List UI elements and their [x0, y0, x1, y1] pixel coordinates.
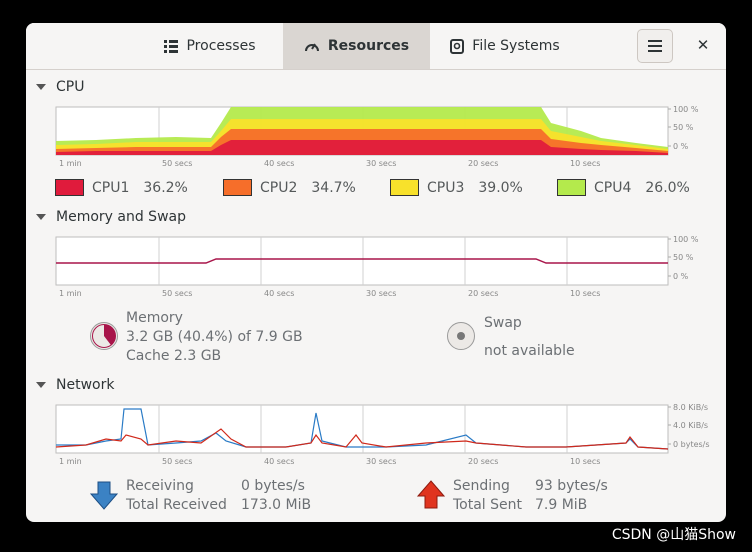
memory-usage-line [56, 258, 668, 264]
time-tick-label: 40 secs [264, 289, 294, 298]
time-tick-label: 1 min [59, 289, 82, 298]
time-tick-label: 10 secs [570, 289, 600, 298]
hamburger-icon [648, 37, 662, 56]
network-section-title: Network [56, 377, 115, 393]
header-bar: Processes Resources File Systems [26, 23, 726, 70]
cpu1-label: CPU1 [92, 179, 130, 196]
cpu-graph: 100 % 50 % 0 % 1 min 50 secs 40 secs 30 secs 2… [55, 105, 699, 168]
percent-tick-label: 100 % [673, 235, 699, 244]
time-tick-label: 20 secs [468, 457, 498, 466]
time-tick-label: 1 min [59, 457, 82, 466]
cpu3-legend[interactable]: CPU3 39.0% [390, 179, 523, 196]
time-tick-label: 30 secs [366, 289, 396, 298]
swap-info: Swap not available [484, 309, 575, 365]
tab-processes-label: Processes [186, 38, 256, 54]
close-icon: ✕ [696, 36, 710, 54]
receiving-value: 0 bytes/s [241, 478, 305, 494]
close-button[interactable]: ✕ [690, 32, 716, 58]
cpu4-label: CPU4 [594, 179, 632, 196]
memory-section-title: Memory and Swap [56, 209, 186, 225]
time-tick-label: 50 secs [162, 289, 192, 298]
memory-title: Memory [126, 310, 183, 326]
time-tick-label: 40 secs [264, 159, 294, 168]
receiving-info: Receiving Total Received [126, 477, 227, 515]
percent-tick-label: 0 % [673, 142, 689, 151]
cpu3-label: CPU3 [427, 179, 465, 196]
memory-pie-icon[interactable] [89, 321, 119, 351]
network-section-header[interactable]: Network [36, 377, 114, 393]
tab-file-systems-label: File Systems [472, 38, 560, 54]
total-received-label: Total Received [126, 497, 227, 513]
menu-button[interactable] [637, 29, 673, 63]
cpu4-value: 26.0% [645, 179, 690, 196]
network-graph: 8.0 KiB/s 4.0 KiB/s 0 bytes/s 1 min 50 secs… [55, 403, 710, 466]
tab-resources[interactable]: Resources [283, 23, 430, 69]
cpu2-legend[interactable]: CPU2 34.7% [223, 179, 356, 196]
swap-status: not available [484, 343, 575, 359]
cpu-section-title: CPU [56, 79, 85, 95]
time-tick-label: 10 secs [570, 159, 600, 168]
memory-graph: 100 % 50 % 0 % 1 min 50 secs 40 secs 30 secs 2… [55, 235, 699, 298]
cpu1-value: 36.2% [143, 179, 188, 196]
collapse-triangle-icon [36, 214, 46, 220]
collapse-triangle-icon [36, 84, 46, 90]
memory-info: Memory 3.2 GB (40.4%) of 7.9 GB Cache 2.… [126, 309, 303, 366]
time-tick-label: 50 secs [162, 159, 192, 168]
cpu1-color-swatch[interactable] [55, 179, 84, 196]
list-icon [164, 39, 179, 53]
memory-section-header[interactable]: Memory and Swap [36, 209, 186, 225]
sending-info: Sending Total Sent [453, 477, 522, 515]
sending-value: 93 bytes/s [535, 478, 608, 494]
cpu4-legend[interactable]: CPU4 26.0% [557, 179, 690, 196]
cpu2-label: CPU2 [260, 179, 298, 196]
time-tick-label: 40 secs [264, 457, 294, 466]
memory-usage: 3.2 GB (40.4%) of 7.9 GB [126, 329, 303, 345]
collapse-triangle-icon [36, 382, 46, 388]
graphs-canvas: 100 % 50 % 0 % 1 min 50 secs 40 secs 30 secs 2… [55, 105, 710, 466]
tab-file-systems[interactable]: File Systems [430, 23, 580, 69]
cpu1-legend[interactable]: CPU1 36.2% [55, 179, 188, 196]
sending-label: Sending [453, 478, 510, 494]
memory-cache: Cache 2.3 GB [126, 348, 222, 364]
time-tick-label: 10 secs [570, 457, 600, 466]
time-tick-label: 30 secs [366, 457, 396, 466]
percent-tick-label: 0 % [673, 272, 689, 281]
total-sent-value: 7.9 MiB [535, 497, 588, 513]
cpu3-color-swatch[interactable] [390, 179, 419, 196]
percent-tick-label: 50 % [673, 253, 694, 262]
swap-title: Swap [484, 315, 522, 331]
watermark: CSDN @山猫Show [611, 527, 736, 543]
time-tick-label: 20 secs [468, 289, 498, 298]
disk-icon [450, 38, 465, 54]
sending-values: 93 bytes/s 7.9 MiB [535, 477, 608, 515]
total-sent-label: Total Sent [453, 497, 523, 513]
cpu2-value: 34.7% [311, 179, 356, 196]
system-monitor-window: Processes Resources File Systems [26, 23, 726, 522]
tab-processes[interactable]: Processes [137, 23, 283, 69]
percent-tick-label: 50 % [673, 123, 694, 132]
cpu4-color-swatch[interactable] [557, 179, 586, 196]
cpu3-value: 39.0% [478, 179, 523, 196]
total-received-value: 173.0 MiB [241, 497, 312, 513]
receiving-values: 0 bytes/s 173.0 MiB [241, 477, 311, 515]
time-tick-label: 30 secs [366, 159, 396, 168]
cpu1-area [56, 140, 668, 155]
time-tick-label: 1 min [59, 159, 82, 168]
percent-tick-label: 100 % [673, 105, 699, 114]
time-tick-label: 20 secs [468, 159, 498, 168]
receiving-label: Receiving [126, 478, 194, 494]
time-tick-label: 50 secs [162, 457, 192, 466]
receiving-arrow-icon[interactable] [89, 481, 119, 511]
sending-arrow-icon[interactable] [416, 479, 446, 509]
network-send-line [55, 428, 669, 450]
swap-pie-icon[interactable] [446, 321, 476, 351]
network-tick-label: 0 bytes/s [673, 440, 710, 449]
speedometer-icon [304, 39, 320, 53]
cpu-section-header[interactable]: CPU [36, 79, 84, 95]
cpu2-color-swatch[interactable] [223, 179, 252, 196]
network-tick-label: 4.0 KiB/s [673, 421, 708, 430]
network-tick-label: 8.0 KiB/s [673, 403, 708, 412]
tab-resources-label: Resources [327, 38, 410, 54]
